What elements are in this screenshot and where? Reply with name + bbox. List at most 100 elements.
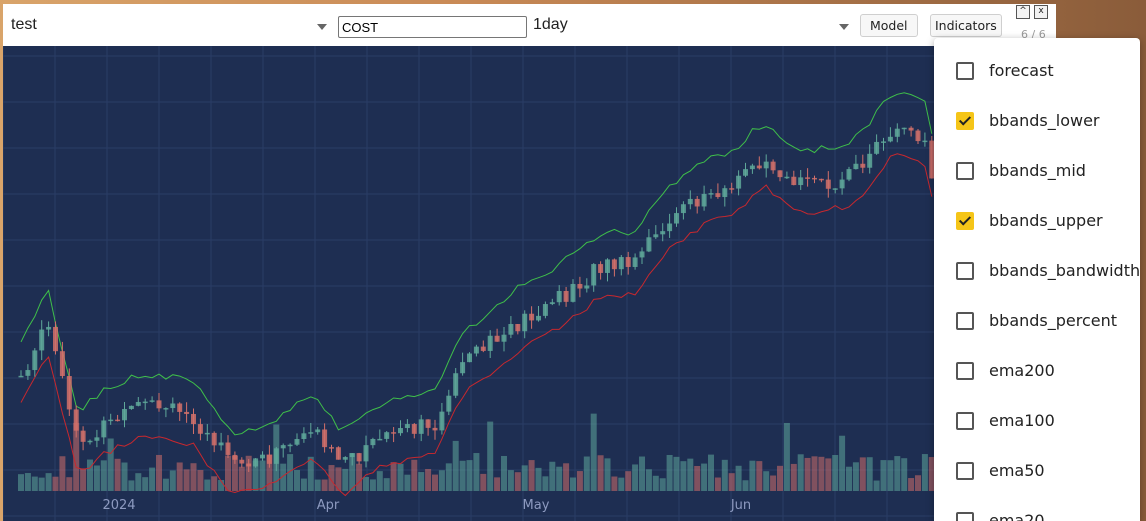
collapse-icon[interactable]: ^ <box>1016 5 1030 19</box>
indicator-option-label: bbands_lower <box>989 111 1100 130</box>
candle-body <box>308 432 314 434</box>
volume-bar <box>818 456 825 491</box>
checkbox-unchecked-icon[interactable] <box>956 512 974 521</box>
indicator-option-bbands_percent[interactable]: bbands_percent <box>934 296 1140 346</box>
volume-bar <box>100 460 107 491</box>
volume-bar <box>300 478 307 491</box>
indicators-dropdown: forecast bbands_lower bbands_mid bbands_upp… <box>934 38 1140 521</box>
checkbox-checked-icon[interactable] <box>956 212 974 230</box>
volume-bar <box>921 454 928 491</box>
volume-bar <box>107 438 114 491</box>
candle-body <box>460 362 466 374</box>
candle-body <box>798 177 804 186</box>
volume-bar <box>832 455 839 491</box>
checkbox-unchecked-icon[interactable] <box>956 262 974 280</box>
volume-bar <box>494 477 501 491</box>
checkbox-unchecked-icon[interactable] <box>956 62 974 80</box>
candle-body <box>156 400 162 409</box>
candle-body <box>749 165 755 170</box>
volume-bar <box>259 460 266 491</box>
volume-bar <box>162 478 169 491</box>
candle-body <box>743 169 748 176</box>
indicator-option-ema50[interactable]: ema50 <box>934 446 1140 496</box>
checkbox-checked-icon[interactable] <box>956 112 974 130</box>
volume-bar <box>252 460 259 491</box>
checkbox-unchecked-icon[interactable] <box>956 412 974 430</box>
volume-bar <box>59 456 66 491</box>
chart-grid <box>3 46 1056 521</box>
candle-body <box>611 259 617 270</box>
volume-bar <box>473 453 480 491</box>
candle-body <box>777 170 783 178</box>
candle-body <box>632 257 638 267</box>
candle-body <box>908 127 914 131</box>
candle-body <box>218 442 224 446</box>
indicator-option-ema20[interactable]: ema20 <box>934 496 1140 521</box>
checkbox-unchecked-icon[interactable] <box>956 362 974 380</box>
checkbox-unchecked-icon[interactable] <box>956 162 974 180</box>
close-icon[interactable]: x <box>1034 5 1048 19</box>
volume-bar <box>369 479 376 491</box>
candle-body <box>915 130 921 142</box>
candle-body <box>653 234 659 238</box>
volume-bar <box>52 476 59 491</box>
indicator-option-ema200[interactable]: ema200 <box>934 346 1140 396</box>
volume-bar <box>114 458 121 491</box>
volume-bar <box>604 458 611 491</box>
volume-bar <box>708 454 714 491</box>
volume-bar <box>549 461 556 491</box>
checkbox-unchecked-icon[interactable] <box>956 312 974 330</box>
candle-body <box>391 432 397 434</box>
volume-bar <box>783 422 790 491</box>
ticker-input[interactable] <box>338 16 527 38</box>
candle-body <box>177 403 183 412</box>
model-button[interactable]: Model <box>860 14 918 37</box>
volume-bar <box>894 456 901 491</box>
interval-select[interactable]: 1day <box>533 16 568 33</box>
candle-body <box>18 375 24 378</box>
indicator-option-label: ema200 <box>989 361 1055 380</box>
volume-bar <box>659 478 666 491</box>
bbands-upper-line <box>20 92 933 436</box>
candle-body <box>122 409 127 421</box>
candle-body <box>149 400 155 402</box>
indicators-button[interactable]: Indicators <box>930 14 1002 37</box>
model-select[interactable]: test <box>11 16 37 33</box>
indicator-option-bbands_mid[interactable]: bbands_mid <box>934 146 1140 196</box>
volume-bar <box>404 474 411 491</box>
volume-bar <box>742 480 749 491</box>
volume-bar <box>342 468 349 491</box>
indicator-option-forecast[interactable]: forecast <box>934 46 1140 96</box>
volume-bar <box>321 479 328 491</box>
candle-body <box>453 373 459 396</box>
indicator-option-label: bbands_upper <box>989 211 1103 230</box>
indicator-option-bbands_bandwidth[interactable]: bbands_bandwidth <box>934 246 1140 296</box>
candle-body <box>756 165 762 169</box>
indicator-count: 6 / 6 <box>1021 28 1046 41</box>
indicator-option-ema100[interactable]: ema100 <box>934 396 1140 446</box>
volume-bar <box>225 455 231 491</box>
candle-body <box>556 290 562 303</box>
volume-bar <box>790 463 797 491</box>
indicator-option-bbands_lower[interactable]: bbands_lower <box>934 96 1140 146</box>
volume-bar <box>639 456 645 491</box>
candle-body <box>342 457 348 460</box>
volume-bar <box>383 478 390 491</box>
volume-bar <box>583 456 590 491</box>
interval-select-chevron-down-icon[interactable] <box>839 24 849 30</box>
volume-bar <box>852 462 859 491</box>
checkbox-unchecked-icon[interactable] <box>956 462 974 480</box>
candle-body <box>874 141 880 154</box>
indicator-option-bbands_upper[interactable]: bbands_upper <box>934 196 1140 246</box>
model-select-chevron-down-icon[interactable] <box>317 24 327 30</box>
candle-body <box>115 419 121 422</box>
volume-bar <box>73 422 80 491</box>
volume-bar <box>590 413 597 491</box>
price-chart[interactable]: 2024 Apr May Jun <box>3 46 1056 521</box>
volume-bar <box>31 476 38 491</box>
candle-body <box>446 395 452 412</box>
candle-body <box>377 438 383 441</box>
candle-body <box>736 175 742 189</box>
candlestick-chart[interactable]: 2024 Apr May Jun <box>3 46 1056 521</box>
candle-body <box>246 463 252 467</box>
